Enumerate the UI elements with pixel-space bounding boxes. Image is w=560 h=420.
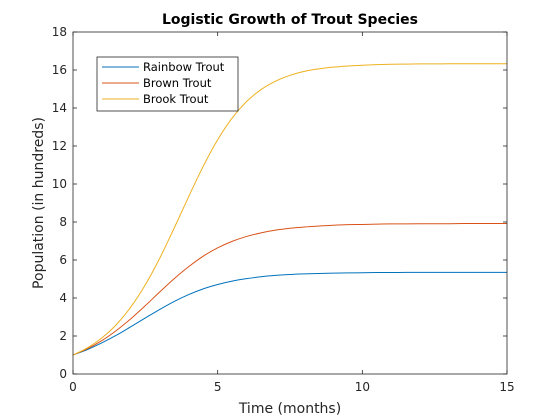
series-layer bbox=[72, 63, 507, 356]
y-tick-label: 8 bbox=[59, 215, 67, 229]
y-tick-label: 14 bbox=[52, 101, 67, 115]
series-line-rainbow-trout bbox=[72, 271, 507, 356]
series-line-brown-trout bbox=[72, 223, 507, 356]
axes-layer: 0 5 10 15 0 2 4 6 8 10 12 14 16 18 bbox=[52, 25, 515, 394]
x-tick-label: 0 bbox=[69, 380, 77, 394]
y-tick-label: 4 bbox=[59, 291, 67, 305]
x-tick-label: 15 bbox=[499, 380, 514, 394]
x-tick-label: 10 bbox=[355, 380, 370, 394]
y-tick-label: 18 bbox=[52, 25, 67, 39]
x-tick-label: 5 bbox=[214, 380, 222, 394]
legend-label-rainbow-trout: Rainbow Trout bbox=[143, 60, 225, 74]
y-tick-label: 2 bbox=[59, 329, 67, 343]
y-tick-label: 12 bbox=[52, 139, 67, 153]
y-axis-label: Population (in hundreds) bbox=[31, 117, 47, 289]
legend-label-brown-trout: Brown Trout bbox=[143, 76, 212, 90]
y-tick-label: 0 bbox=[59, 367, 67, 381]
chart-title: Logistic Growth of Trout Species bbox=[162, 12, 418, 28]
y-tick-label: 16 bbox=[52, 63, 67, 77]
y-tick-label: 6 bbox=[59, 253, 67, 267]
legend-label-brook-trout: Brook Trout bbox=[143, 92, 209, 106]
legend: Rainbow Trout Brown Trout Brook Trout bbox=[96, 56, 239, 112]
x-axis-label: Time (months) bbox=[238, 401, 341, 417]
axes-box bbox=[72, 31, 508, 375]
legend-box bbox=[96, 56, 239, 112]
y-tick-label: 10 bbox=[52, 177, 67, 191]
series-line-brook-trout bbox=[72, 63, 507, 356]
